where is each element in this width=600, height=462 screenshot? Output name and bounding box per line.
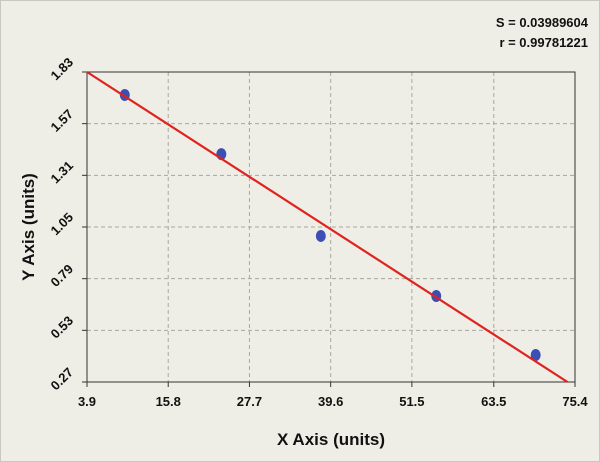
y-axis-label: Y Axis (units): [19, 173, 38, 281]
x-tick-label: 39.6: [318, 394, 343, 409]
x-tick-label: 27.7: [237, 394, 262, 409]
data-point: [315, 229, 326, 242]
x-tick-label: 51.5: [399, 394, 424, 409]
plot-frame: [86, 71, 576, 383]
annotation: r = 0.99781221: [499, 35, 588, 50]
x-tick-label: 15.8: [156, 394, 181, 409]
x-tick-label: 63.5: [481, 394, 506, 409]
x-tick-label: 75.4: [562, 394, 588, 409]
x-axis-label: X Axis (units): [277, 430, 385, 449]
annotation: S = 0.03989604: [496, 15, 589, 30]
fit-line: [86, 71, 569, 383]
x-tick-label: 3.9: [78, 394, 96, 409]
data-point: [530, 348, 541, 361]
